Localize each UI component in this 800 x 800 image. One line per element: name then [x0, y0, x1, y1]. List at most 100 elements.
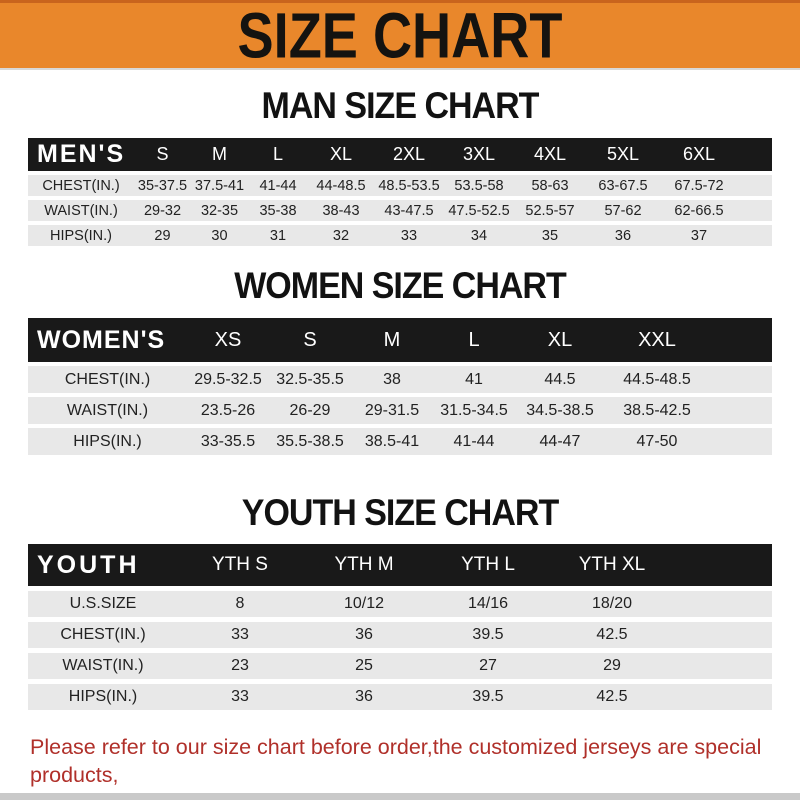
size-value-cell: 33 [178, 622, 302, 648]
spacer-cell [674, 684, 772, 710]
men-size-col-header: M [191, 138, 248, 171]
disclaimer-line-1: Please refer to our size chart before or… [30, 735, 762, 787]
size-value-cell: 39.5 [426, 684, 550, 710]
men-size-col-header: S [134, 138, 191, 171]
size-value-cell: 53.5-58 [444, 175, 514, 196]
banner-title: SIZE CHART [237, 0, 563, 72]
size-value-cell: 33 [374, 225, 444, 246]
size-value-cell: 35 [514, 225, 586, 246]
spacer-cell [738, 200, 772, 221]
women-size-col-header: M [351, 318, 433, 362]
size-value-cell: 36 [302, 622, 426, 648]
size-value-cell: 39.5 [426, 622, 550, 648]
size-value-cell: 38.5-41 [351, 428, 433, 455]
women-size-col-header: XS [187, 318, 269, 362]
women-section-title: WOMEN SIZE CHART [0, 265, 800, 307]
men-section-title: MAN SIZE CHART [0, 85, 800, 127]
men-size-col-header: 5XL [586, 138, 660, 171]
size-value-cell: 32 [308, 225, 374, 246]
spacer-cell [738, 138, 772, 171]
size-value-cell: 43-47.5 [374, 200, 444, 221]
size-value-cell: 33-35.5 [187, 428, 269, 455]
bottom-edge-strip [0, 793, 800, 800]
spacer-cell [674, 591, 772, 617]
size-value-cell: 44.5-48.5 [605, 366, 709, 393]
size-value-cell: 36 [302, 684, 426, 710]
size-value-cell: 44-47 [515, 428, 605, 455]
size-value-cell: 62-66.5 [660, 200, 738, 221]
size-value-cell: 32-35 [191, 200, 248, 221]
men-header-row: MEN'S S M L XL 2XL 3XL 4XL 5XL 6XL [28, 138, 772, 171]
spacer-cell [709, 318, 772, 362]
size-value-cell: 18/20 [550, 591, 674, 617]
row-label: WAIST(IN.) [28, 397, 187, 424]
size-value-cell: 10/12 [302, 591, 426, 617]
size-value-cell: 41 [433, 366, 515, 393]
women-size-col-header: S [269, 318, 351, 362]
size-value-cell: 37 [660, 225, 738, 246]
size-value-cell: 34.5-38.5 [515, 397, 605, 424]
men-size-table: MEN'S S M L XL 2XL 3XL 4XL 5XL 6XL CHEST… [28, 134, 772, 250]
size-value-cell: 37.5-41 [191, 175, 248, 196]
size-value-cell: 44.5 [515, 366, 605, 393]
size-value-cell: 41-44 [248, 175, 308, 196]
women-group-label: WOMEN'S [28, 318, 187, 362]
size-value-cell: 14/16 [426, 591, 550, 617]
size-value-cell: 52.5-57 [514, 200, 586, 221]
size-value-cell: 34 [444, 225, 514, 246]
size-value-cell: 27 [426, 653, 550, 679]
youth-section-title-text: YOUTH SIZE CHART [241, 492, 559, 534]
row-label: HIPS(IN.) [28, 428, 187, 455]
size-value-cell: 8 [178, 591, 302, 617]
spacer-cell [709, 428, 772, 455]
men-hips-row: HIPS(IN.) 29 30 31 32 33 34 35 36 37 [28, 225, 772, 246]
size-value-cell: 32.5-35.5 [269, 366, 351, 393]
size-value-cell: 63-67.5 [586, 175, 660, 196]
size-value-cell: 31.5-34.5 [433, 397, 515, 424]
row-label: WAIST(IN.) [28, 200, 134, 221]
women-size-col-header: L [433, 318, 515, 362]
youth-header-row: YOUTH YTH S YTH M YTH L YTH XL [28, 544, 772, 586]
size-value-cell: 44-48.5 [308, 175, 374, 196]
size-value-cell: 38 [351, 366, 433, 393]
size-value-cell: 38-43 [308, 200, 374, 221]
youth-size-col-header: YTH XL [550, 544, 674, 586]
row-label: U.S.SIZE [28, 591, 178, 617]
size-value-cell: 57-62 [586, 200, 660, 221]
men-size-col-header: 6XL [660, 138, 738, 171]
men-size-col-header: 2XL [374, 138, 444, 171]
youth-size-col-header: YTH S [178, 544, 302, 586]
spacer-cell [674, 653, 772, 679]
men-section-title-text: MAN SIZE CHART [261, 85, 540, 127]
row-label: CHEST(IN.) [28, 175, 134, 196]
size-value-cell: 36 [586, 225, 660, 246]
size-value-cell: 35.5-38.5 [269, 428, 351, 455]
women-header-row: WOMEN'S XS S M L XL XXL [28, 318, 772, 362]
spacer-cell [674, 622, 772, 648]
row-label: HIPS(IN.) [28, 225, 134, 246]
men-size-col-header: L [248, 138, 308, 171]
women-waist-row: WAIST(IN.) 23.5-26 26-29 29-31.5 31.5-34… [28, 397, 772, 424]
row-label: CHEST(IN.) [28, 622, 178, 648]
size-value-cell: 26-29 [269, 397, 351, 424]
size-value-cell: 23 [178, 653, 302, 679]
size-value-cell: 42.5 [550, 684, 674, 710]
size-value-cell: 29-32 [134, 200, 191, 221]
size-value-cell: 25 [302, 653, 426, 679]
banner: SIZE CHART [0, 0, 800, 72]
youth-waist-row: WAIST(IN.) 23 25 27 29 [28, 653, 772, 679]
disclaimer: Please refer to our size chart before or… [0, 733, 800, 800]
size-value-cell: 29 [134, 225, 191, 246]
size-value-cell: 38.5-42.5 [605, 397, 709, 424]
women-size-table: WOMEN'S XS S M L XL XXL CHEST(IN.) 29.5-… [28, 314, 772, 459]
size-value-cell: 23.5-26 [187, 397, 269, 424]
men-size-col-header: 4XL [514, 138, 586, 171]
size-value-cell: 67.5-72 [660, 175, 738, 196]
youth-size-table: YOUTH YTH S YTH M YTH L YTH XL U.S.SIZE … [28, 539, 772, 715]
women-size-col-header: XXL [605, 318, 709, 362]
spacer-cell [709, 366, 772, 393]
size-value-cell: 35-37.5 [134, 175, 191, 196]
size-value-cell: 29-31.5 [351, 397, 433, 424]
size-value-cell: 47.5-52.5 [444, 200, 514, 221]
size-value-cell: 48.5-53.5 [374, 175, 444, 196]
